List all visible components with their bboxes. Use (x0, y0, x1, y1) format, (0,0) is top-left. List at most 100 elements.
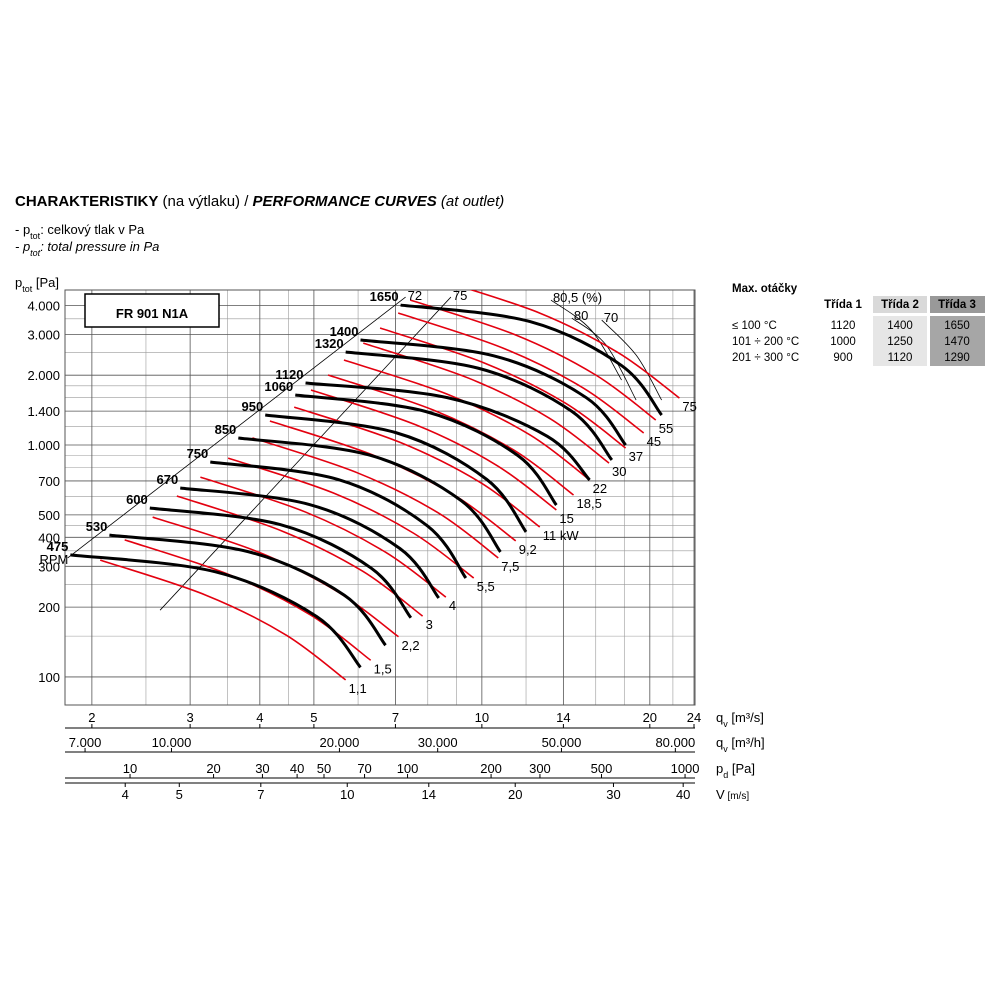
rpm-curve (400, 303, 663, 416)
efficiency-line (550, 299, 622, 381)
axis-tick-label: 70 (357, 761, 371, 776)
rpm-label: 750 (187, 446, 209, 461)
efficiency-line (601, 319, 662, 401)
power-label: 37 (629, 449, 643, 464)
label-sub: tot (30, 248, 41, 258)
power-label: 22 (593, 481, 607, 496)
axis-tick-label: 5 (176, 787, 183, 802)
axis-label: - ptot: celkový tlak v Pa (15, 222, 145, 241)
rpm-label: 1650 (370, 289, 399, 304)
x-tick-label: 5 (310, 710, 317, 725)
rpm-curve (305, 381, 591, 481)
axis-tick-label: 50 (317, 761, 331, 776)
axis-tick-label: 300 (529, 761, 551, 776)
rpm-curve (265, 413, 528, 533)
column-bg (873, 316, 927, 366)
rpm-curve (180, 486, 440, 599)
y-tick-label: 700 (38, 474, 60, 489)
model-name: FR 901 N1A (116, 306, 189, 321)
axis-tick-label: 30 (606, 787, 620, 802)
table-cell: 1650 (944, 320, 970, 332)
table-header: Třída 3 (938, 299, 976, 311)
table-cell: 1290 (944, 352, 970, 364)
axis-tick-label: 80.000 (655, 735, 695, 750)
label-sub: v (723, 719, 728, 729)
axis-label: pd [Pa] (716, 761, 755, 780)
rpm-curve (149, 506, 413, 619)
axis-tick-label: 10 (123, 761, 137, 776)
axis-tick-label: 4 (122, 787, 129, 802)
y-tick-label: 1.400 (27, 404, 60, 419)
axis-tick-label: 30 (255, 761, 269, 776)
power-label: 11 kW (543, 528, 580, 543)
power-label: 75 (682, 399, 696, 414)
label-part: [Pa] (728, 761, 755, 776)
power-label: 15 (559, 511, 573, 526)
power-curve (200, 476, 447, 598)
power-label: 1,1 (349, 681, 367, 696)
rpm-label: 950 (242, 399, 264, 414)
power-label: 55 (659, 421, 673, 436)
table-header: Třída 2 (881, 299, 919, 311)
y-tick-label: 3.000 (27, 327, 60, 342)
y-tick-label: 1.000 (27, 438, 60, 453)
power-label: 45 (647, 434, 661, 449)
axis-tick-label: 1000 (671, 761, 700, 776)
x-tick-label: 3 (187, 710, 194, 725)
title-part: CHARAKTERISTIKY (15, 193, 158, 210)
rpm-label: 850 (215, 422, 237, 437)
y-tick-label: 4.000 (27, 298, 60, 313)
label-part: - p (15, 222, 30, 237)
curves (67, 290, 680, 681)
axis-tick-label: 20 (508, 787, 522, 802)
label-sub: v (723, 744, 728, 754)
label-part: q (716, 735, 723, 750)
axis-tick-label: 200 (480, 761, 502, 776)
model-box: FR 901 N1A (84, 293, 220, 328)
label-sub: d (723, 770, 728, 780)
rpm-label: 1400 (330, 324, 359, 339)
axis-tick-label: 50.000 (542, 735, 582, 750)
power-curve (152, 516, 400, 638)
axis-label: qv [m³/s] (716, 710, 764, 729)
power-curve (397, 312, 645, 434)
x-tick-label: 24 (687, 710, 701, 725)
axis-tick-label: 40 (290, 761, 304, 776)
power-curve (310, 389, 557, 511)
table-title: Max. otáčky (732, 283, 798, 295)
efficiency-line (67, 296, 406, 559)
power-curve (293, 406, 541, 528)
table-cell: 1120 (831, 320, 856, 332)
table-cell: 1400 (887, 320, 913, 332)
table-cell: 1250 (887, 336, 913, 348)
label-part: q (716, 710, 723, 725)
efficiency-label: 72 (408, 288, 422, 303)
table-cell: ≤ 100 °C (732, 320, 777, 332)
x-tick-label: 7 (392, 710, 399, 725)
efficiency-label: 75 (453, 288, 467, 303)
x-tick-label: 14 (556, 710, 570, 725)
plot-frame (64, 289, 696, 706)
axis-tick-label: 20 (206, 761, 220, 776)
rpm-label: 670 (157, 472, 179, 487)
efficiency-line (159, 296, 452, 611)
label-part: [m³/h] (728, 735, 765, 750)
power-curve (124, 539, 372, 661)
power-label: 7,5 (501, 559, 519, 574)
rpm-unit: RPM (39, 552, 68, 567)
x-tick-label: 2 (88, 710, 95, 725)
label-part: [m³/s] (728, 710, 764, 725)
axis-label: qv [m³/h] (716, 735, 765, 754)
power-label: 5,5 (477, 579, 495, 594)
power-label: 4 (449, 598, 456, 613)
rpm-curve (210, 460, 468, 579)
chart-title: CHARAKTERISTIKY (na výtlaku) / PERFORMAN… (15, 193, 504, 210)
rpm-label: 530 (86, 519, 108, 534)
table-cell: 1120 (888, 352, 913, 364)
axis-tick-label: 10.000 (152, 735, 192, 750)
rpm-label: 475 (47, 539, 69, 554)
power-curve (379, 327, 627, 449)
power-label: 30 (612, 464, 626, 479)
axis-tick-label: 500 (591, 761, 613, 776)
